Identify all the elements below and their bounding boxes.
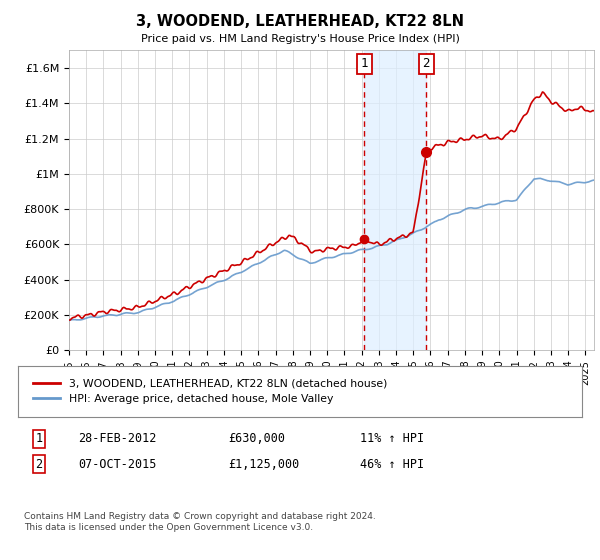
Text: 1: 1	[361, 57, 368, 71]
Text: 11% ↑ HPI: 11% ↑ HPI	[360, 432, 424, 445]
Text: 3, WOODEND, LEATHERHEAD, KT22 8LN: 3, WOODEND, LEATHERHEAD, KT22 8LN	[136, 14, 464, 29]
Text: 28-FEB-2012: 28-FEB-2012	[78, 432, 157, 445]
Bar	[364, 50, 427, 350]
Legend: 3, WOODEND, LEATHERHEAD, KT22 8LN (detached house), HPI: Average price, detached: 3, WOODEND, LEATHERHEAD, KT22 8LN (detac…	[29, 375, 392, 408]
Text: 2: 2	[422, 57, 430, 71]
Text: 2: 2	[35, 458, 43, 470]
Text: £1,125,000: £1,125,000	[228, 458, 299, 470]
Text: Contains HM Land Registry data © Crown copyright and database right 2024.
This d: Contains HM Land Registry data © Crown c…	[24, 512, 376, 532]
Text: 46% ↑ HPI: 46% ↑ HPI	[360, 458, 424, 470]
Text: £630,000: £630,000	[228, 432, 285, 445]
Text: 1: 1	[35, 432, 43, 445]
Text: Price paid vs. HM Land Registry's House Price Index (HPI): Price paid vs. HM Land Registry's House …	[140, 34, 460, 44]
Text: 07-OCT-2015: 07-OCT-2015	[78, 458, 157, 470]
